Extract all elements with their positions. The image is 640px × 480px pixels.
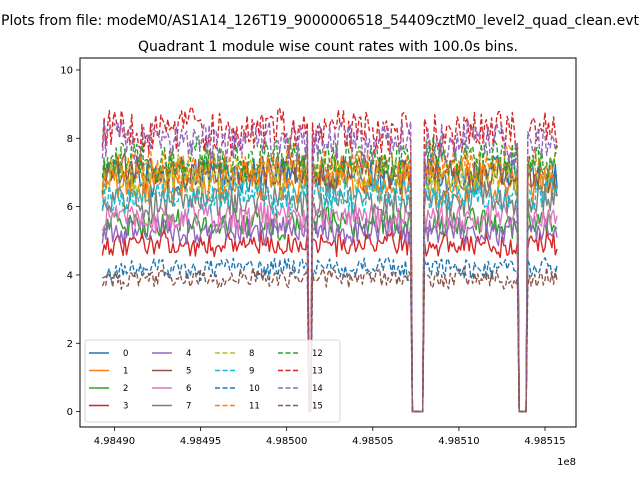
legend-label-10: 10	[249, 384, 260, 394]
series-line-13	[101, 105, 558, 413]
x-tick-label: 4.98490	[94, 436, 135, 447]
series-line-3	[101, 228, 558, 413]
legend-label-3: 3	[123, 402, 128, 412]
x-axis-offset-label: 1e8	[557, 457, 576, 468]
series-layer	[101, 105, 558, 413]
legend-label-4: 4	[186, 349, 191, 359]
x-tick-label: 4.98500	[266, 436, 307, 447]
y-tick-label: 2	[67, 339, 73, 350]
legend-label-8: 8	[249, 349, 254, 359]
x-tick-label: 4.98510	[438, 436, 479, 447]
series-line-15	[101, 266, 558, 413]
y-tick-label: 10	[60, 65, 73, 76]
series-line-7	[101, 180, 558, 413]
x-tick-label: 4.98515	[524, 436, 565, 447]
x-tick-label: 4.98495	[180, 436, 221, 447]
y-tick-label: 0	[67, 407, 73, 418]
series-line-14	[101, 119, 558, 413]
chart-title: Quadrant 1 module wise count rates with …	[138, 39, 518, 55]
legend-label-11: 11	[249, 402, 260, 412]
series-line-6	[101, 200, 558, 413]
x-tick-label: 4.98505	[352, 436, 393, 447]
legend-label-14: 14	[312, 384, 323, 394]
tick-layer: 4.98490 4.98495 4.98500 4.98505 4.98510 4.985…	[60, 65, 565, 447]
axes-frame	[79, 57, 577, 428]
legend-label-2: 2	[123, 384, 128, 394]
series-line-9	[101, 177, 558, 413]
series-line-12	[101, 135, 558, 413]
legend-label-5: 5	[186, 367, 191, 377]
legend-label-15: 15	[312, 402, 323, 412]
legend-label-6: 6	[186, 384, 191, 394]
legend-label-0: 0	[123, 349, 128, 359]
y-tick-label: 4	[67, 270, 73, 281]
series-line-11	[101, 144, 558, 413]
y-tick-label: 8	[67, 134, 73, 145]
series-line-8	[101, 153, 558, 413]
legend-box	[84, 339, 341, 423]
y-tick-label: 6	[67, 202, 73, 213]
legend-label-13: 13	[312, 367, 323, 377]
legend-label-1: 1	[123, 367, 128, 377]
figure-suptitle: Plots from file: modeM0/AS1A14_126T19_90…	[1, 13, 639, 29]
legend-label-9: 9	[249, 367, 254, 377]
series-line-10	[102, 256, 558, 413]
legend-label-7: 7	[186, 402, 191, 412]
legend-label-12: 12	[312, 349, 323, 359]
